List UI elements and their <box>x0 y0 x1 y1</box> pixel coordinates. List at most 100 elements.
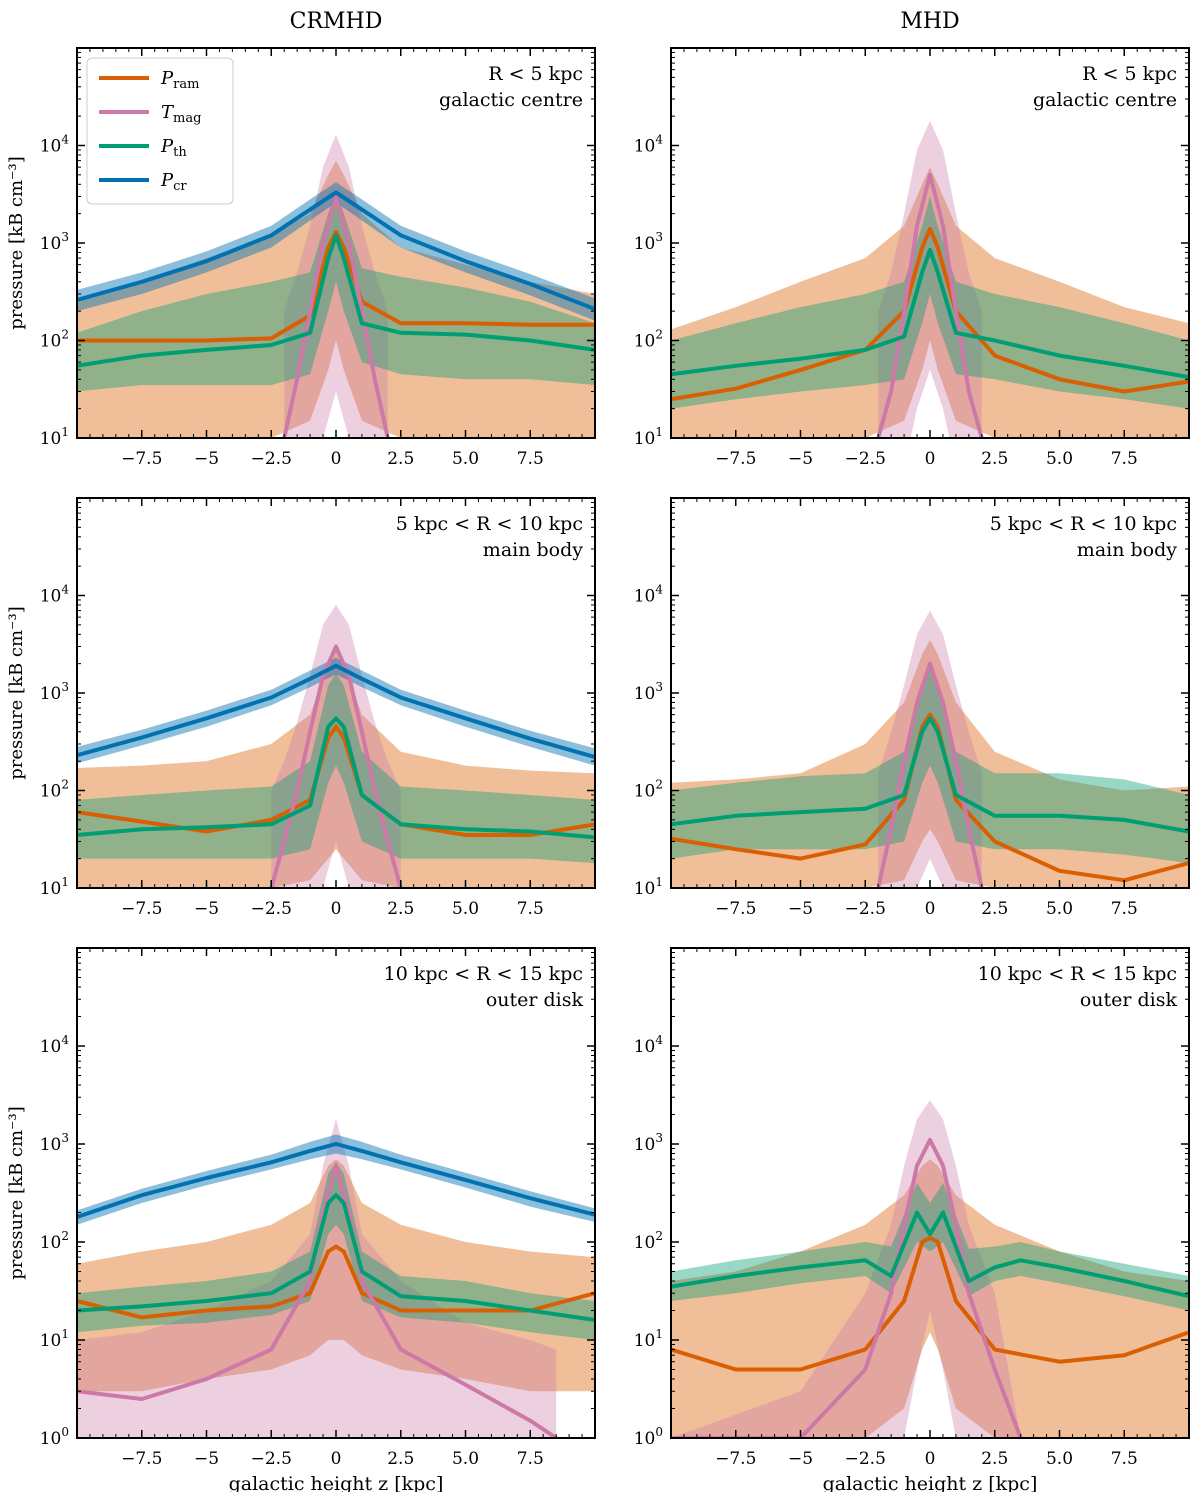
x-tick-label: 7.5 <box>1111 899 1138 919</box>
plot-area <box>671 120 1189 438</box>
x-tick-label: 7.5 <box>517 449 544 469</box>
y-tick-label: 101 <box>634 425 663 449</box>
x-tick-label: 2.5 <box>387 899 414 919</box>
y-tick-label: 104 <box>634 583 664 607</box>
y-tick-label: 103 <box>634 680 663 704</box>
line-mag <box>77 1163 558 1438</box>
y-tick-label: 103 <box>634 230 663 254</box>
region-label: 5 kpc < R < 10 kpc <box>990 513 1177 535</box>
x-tick-label: 5.0 <box>1046 1449 1073 1469</box>
y-tick-label: 100 <box>40 1425 69 1449</box>
legend-label-ram: Pram <box>160 68 199 92</box>
region-description: galactic centre <box>1033 89 1177 111</box>
region-description: galactic centre <box>439 89 583 111</box>
x-tick-label: 5.0 <box>1046 449 1073 469</box>
plot-area <box>671 1100 1189 1438</box>
region-description: main body <box>1077 539 1177 561</box>
x-tick-label: 5.0 <box>452 449 479 469</box>
x-tick-label: 0 <box>331 1449 342 1469</box>
y-axis-label: pressure [kB cm⁻³] <box>6 606 27 780</box>
x-tick-label: 5.0 <box>1046 899 1073 919</box>
x-tick-label: 7.5 <box>517 1449 544 1469</box>
line-th <box>77 1193 595 1322</box>
x-tick-label: −7.5 <box>121 899 162 919</box>
region-label: 10 kpc < R < 15 kpc <box>384 963 583 985</box>
x-tick-label: −2.5 <box>845 1449 886 1469</box>
band-mag <box>671 1100 1021 1438</box>
band-mag <box>271 604 401 888</box>
y-tick-label: 103 <box>40 1131 69 1155</box>
line-cr <box>77 190 595 311</box>
line-mag <box>671 1137 1023 1438</box>
line-ram <box>77 1244 595 1320</box>
x-tick-label: −7.5 <box>715 1449 756 1469</box>
panel-MHD-bottom: −7.5 −5 −2.5 0 2.5 5.0 7.5 100 101 102 103 104 10 kp… <box>634 947 1190 1492</box>
x-tick-label: −2.5 <box>251 449 292 469</box>
x-tick-label: −7.5 <box>121 1449 162 1469</box>
y-tick-label: 102 <box>634 1229 663 1253</box>
y-tick-label: 102 <box>634 778 663 802</box>
y-tick-label: 101 <box>634 875 663 899</box>
legend-box <box>86 57 234 205</box>
x-tick-label: 2.5 <box>981 899 1008 919</box>
line-mag <box>876 661 984 888</box>
x-axis-label: galactic height z [kpc] <box>823 1473 1038 1492</box>
x-tick-label: −5 <box>194 449 219 469</box>
x-tick-label: 7.5 <box>517 899 544 919</box>
x-tick-label: 2.5 <box>981 1449 1008 1469</box>
column-title-crmhd: CRMHD <box>290 9 383 34</box>
y-tick-label: 104 <box>40 1033 70 1057</box>
y-tick-label: 104 <box>40 133 70 157</box>
plot-area <box>77 134 595 438</box>
line-th <box>671 1210 1189 1299</box>
panel-MHD-top: −7.5 −5 −2.5 0 2.5 5.0 7.5 101 102 103 104 R < 5 kp… <box>634 47 1190 469</box>
region-label: R < 5 kpc <box>1082 63 1177 85</box>
x-tick-label: 2.5 <box>387 449 414 469</box>
y-tick-label: 103 <box>40 230 69 254</box>
band-ram <box>77 160 595 438</box>
line-th <box>77 233 595 368</box>
band-ram <box>77 1159 595 1392</box>
y-tick-label: 101 <box>634 1327 663 1351</box>
panel-MHD-middle: −7.5 −5 −2.5 0 2.5 5.0 7.5 101 102 103 104 5 kpc < … <box>634 497 1190 919</box>
y-tick-label: 101 <box>40 1327 69 1351</box>
y-tick-label: 103 <box>40 680 69 704</box>
x-tick-label: −7.5 <box>715 449 756 469</box>
line-cr <box>77 663 595 760</box>
column-title-mhd: MHD <box>900 9 959 34</box>
band-mag <box>878 120 982 438</box>
y-axis-label: pressure [kB cm⁻³] <box>6 1106 27 1280</box>
x-tick-label: 7.5 <box>1111 1449 1138 1469</box>
y-tick-label: 104 <box>40 583 70 607</box>
x-tick-label: −5 <box>788 449 813 469</box>
legend-label-mag: Tmag <box>161 102 201 126</box>
y-tick-label: 104 <box>634 133 664 157</box>
panel-CRMHD-bottom: −7.5 −5 −2.5 0 2.5 5.0 7.5 100 101 102 103 104 10 kp… <box>6 947 596 1492</box>
line-th <box>77 716 595 840</box>
x-tick-label: 5.0 <box>452 899 479 919</box>
line-ram <box>77 229 595 343</box>
plot-area <box>671 610 1189 888</box>
legend-label-th: Pth <box>160 136 187 160</box>
line-cr <box>77 1142 595 1219</box>
y-tick-label: 104 <box>634 1033 664 1057</box>
x-tick-label: 0 <box>331 899 342 919</box>
region-label: 5 kpc < R < 10 kpc <box>396 513 583 535</box>
x-tick-label: 2.5 <box>387 1449 414 1469</box>
plot-area <box>77 604 595 888</box>
region-label: R < 5 kpc <box>488 63 583 85</box>
y-tick-label: 102 <box>40 1229 69 1253</box>
x-tick-label: 0 <box>925 899 936 919</box>
y-tick-label: 101 <box>40 425 69 449</box>
x-tick-label: −5 <box>194 1449 219 1469</box>
y-tick-label: 103 <box>634 1131 663 1155</box>
y-tick-label: 102 <box>40 778 69 802</box>
band-mag <box>284 134 388 438</box>
band-ram <box>671 640 1189 888</box>
band-th <box>77 1162 595 1340</box>
y-axis-label: pressure [kB cm⁻³] <box>6 156 27 330</box>
legend-label-cr: Pcr <box>160 170 187 194</box>
band-th <box>77 673 595 864</box>
x-tick-label: 5.0 <box>452 1449 479 1469</box>
panel-CRMHD-top: −7.5 −5 −2.5 0 2.5 5.0 7.5 101 102 103 104 R < 5 kp… <box>6 47 596 469</box>
